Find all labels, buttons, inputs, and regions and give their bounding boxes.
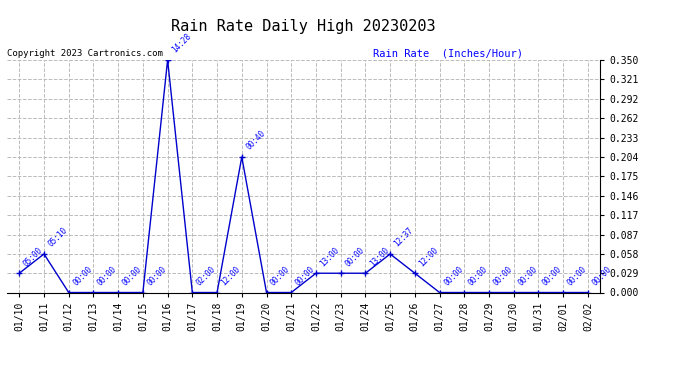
Text: 00:00: 00:00 [269, 264, 292, 287]
Text: 00:00: 00:00 [121, 264, 144, 287]
Text: 12:00: 12:00 [219, 264, 242, 287]
Text: 00:00: 00:00 [71, 264, 94, 287]
Text: Rain Rate Daily High 20230203: Rain Rate Daily High 20230203 [171, 19, 436, 34]
Text: 00:00: 00:00 [146, 264, 168, 287]
Text: Copyright 2023 Cartronics.com: Copyright 2023 Cartronics.com [7, 49, 163, 58]
Text: 12:00: 12:00 [417, 245, 440, 268]
Text: 00:00: 00:00 [294, 264, 317, 287]
Text: 13:00: 13:00 [368, 245, 391, 268]
Text: 02:00: 02:00 [195, 264, 217, 287]
Text: 00:00: 00:00 [466, 264, 489, 287]
Text: 13:00: 13:00 [318, 245, 341, 268]
Text: 00:00: 00:00 [541, 264, 564, 287]
Text: 00:40: 00:40 [244, 129, 267, 152]
Text: 00:00: 00:00 [516, 264, 539, 287]
Text: 12:37: 12:37 [393, 226, 415, 249]
Text: 05:10: 05:10 [46, 226, 69, 249]
Text: 14:28: 14:28 [170, 32, 193, 55]
Text: 00:00: 00:00 [96, 264, 119, 287]
Text: 00:00: 00:00 [491, 264, 514, 287]
Text: 00:00: 00:00 [566, 264, 589, 287]
Text: 00:00: 00:00 [343, 245, 366, 268]
Text: 00:00: 00:00 [591, 264, 613, 287]
Text: 00:00: 00:00 [442, 264, 465, 287]
Text: Rain Rate  (Inches/Hour): Rain Rate (Inches/Hour) [373, 49, 522, 59]
Text: 05:00: 05:00 [22, 245, 44, 268]
